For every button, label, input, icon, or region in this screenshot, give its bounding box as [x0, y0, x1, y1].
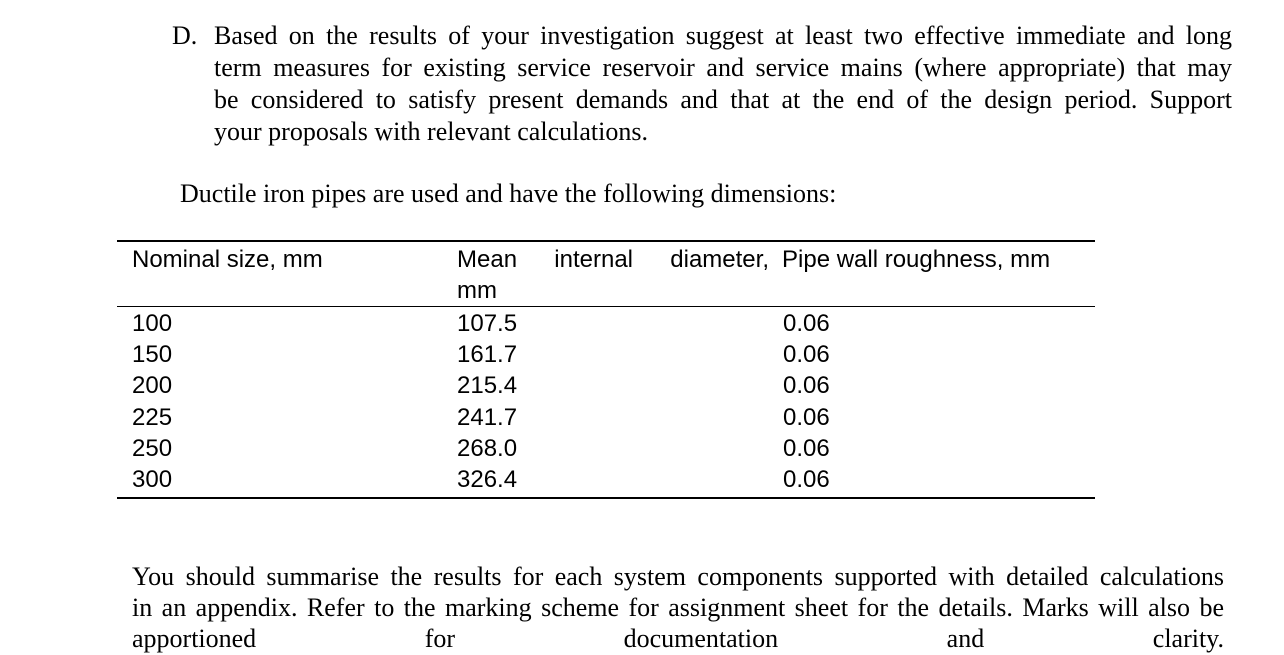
table-row: 200 215.4 0.06 — [117, 370, 1095, 401]
cell-nominal: 300 — [132, 465, 173, 493]
cell-nominal: 225 — [132, 403, 173, 431]
table-row: 250 268.0 0.06 — [117, 433, 1095, 464]
question-d: D. Based on the results of your investig… — [172, 20, 1232, 148]
question-text: Based on the results of your investigati… — [214, 20, 1232, 148]
table-row: 150 161.7 0.06 — [117, 339, 1095, 370]
header-wall-roughness: Pipe wall roughness, mm — [782, 246, 1051, 273]
closing-paragraph: You should summarise the results for eac… — [132, 561, 1224, 654]
table-header: Nominal size, mm Mean internal diameter,… — [117, 242, 1095, 307]
cell-mean-diameter: 268.0 — [457, 434, 518, 462]
closing-line: apportioned for documentation and clarit… — [132, 624, 1224, 653]
closing-line: You should summarise the results for eac… — [132, 562, 1224, 591]
cell-mean-diameter: 107.5 — [457, 310, 518, 337]
question-line: your proposals with relevant calculation… — [214, 117, 648, 146]
cell-roughness: 0.06 — [783, 403, 830, 431]
cell-mean-diameter: 241.7 — [457, 403, 518, 431]
question-line: Based on the results of your investigati… — [214, 21, 1232, 50]
cell-mean-diameter: 215.4 — [457, 372, 518, 400]
table-row: 300 326.4 0.06 — [117, 464, 1095, 495]
cell-roughness: 0.06 — [783, 434, 830, 462]
cell-nominal: 150 — [132, 341, 173, 369]
cell-mean-diameter: 326.4 — [457, 465, 518, 493]
cell-roughness: 0.06 — [783, 465, 830, 493]
question-label: D. — [172, 21, 198, 50]
question-line: term measures for existing service reser… — [214, 53, 1232, 82]
cell-roughness: 0.06 — [783, 372, 830, 400]
header-mean-line2: mm — [457, 277, 497, 304]
table-body: 100 107.5 0.06 150 161.7 0.06 200 215.4 … — [117, 307, 1095, 497]
cell-nominal: 100 — [132, 310, 173, 337]
table-intro: Ductile iron pipes are used and have the… — [180, 179, 837, 208]
cell-nominal: 250 — [132, 434, 173, 462]
question-line: be considered to satisfy present demands… — [214, 85, 1232, 114]
closing-line: in an appendix. Refer to the marking sch… — [132, 593, 1224, 622]
pipe-dimensions-table: Nominal size, mm Mean internal diameter,… — [117, 240, 1095, 500]
cell-nominal: 200 — [132, 372, 173, 400]
table-row: 225 241.7 0.06 — [117, 402, 1095, 433]
header-mean-internal-diameter: Mean internal diameter, mm — [457, 244, 769, 306]
cell-roughness: 0.06 — [783, 310, 830, 337]
cell-mean-diameter: 161.7 — [457, 341, 518, 369]
header-nominal-size: Nominal size, mm — [132, 246, 323, 273]
cell-roughness: 0.06 — [783, 341, 830, 369]
table-row: 100 107.5 0.06 — [117, 308, 1095, 339]
header-mean-line1: Mean internal diameter, — [457, 246, 769, 273]
